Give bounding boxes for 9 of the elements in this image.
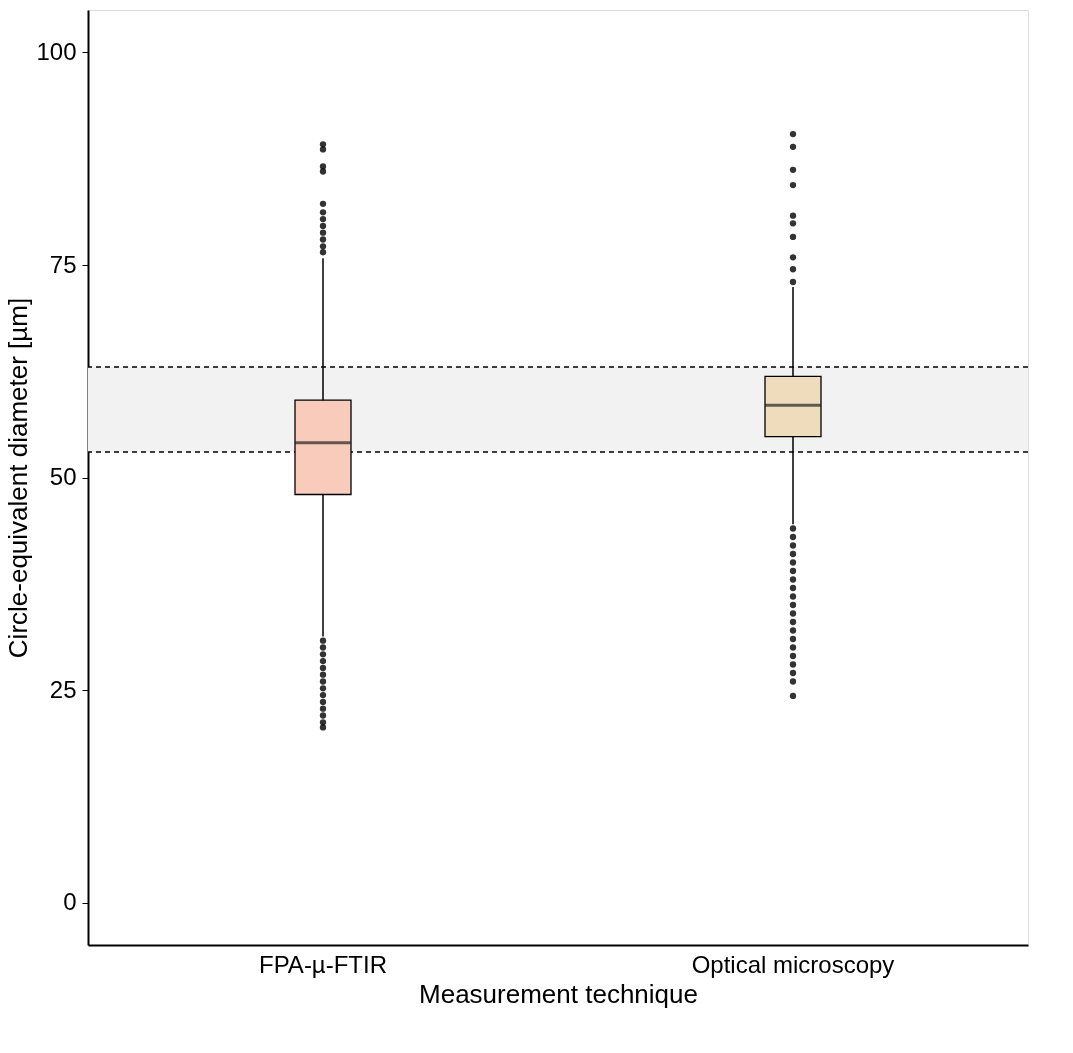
y-tick-label: 50 (49, 463, 77, 490)
x-axis-title: Measurement technique (419, 978, 698, 1009)
y-tick-label: 0 (63, 888, 77, 915)
y-axis-title: Circle-equivalent diameter [µm] (3, 297, 34, 659)
y-tick-label: 75 (49, 250, 77, 278)
x-tick-label: Optical microscopy (691, 950, 895, 978)
y-tick-label: 100 (36, 38, 77, 65)
x-tick-label: FPA-µ-FTIR (258, 950, 388, 978)
y-tick-label: 25 (49, 675, 77, 703)
